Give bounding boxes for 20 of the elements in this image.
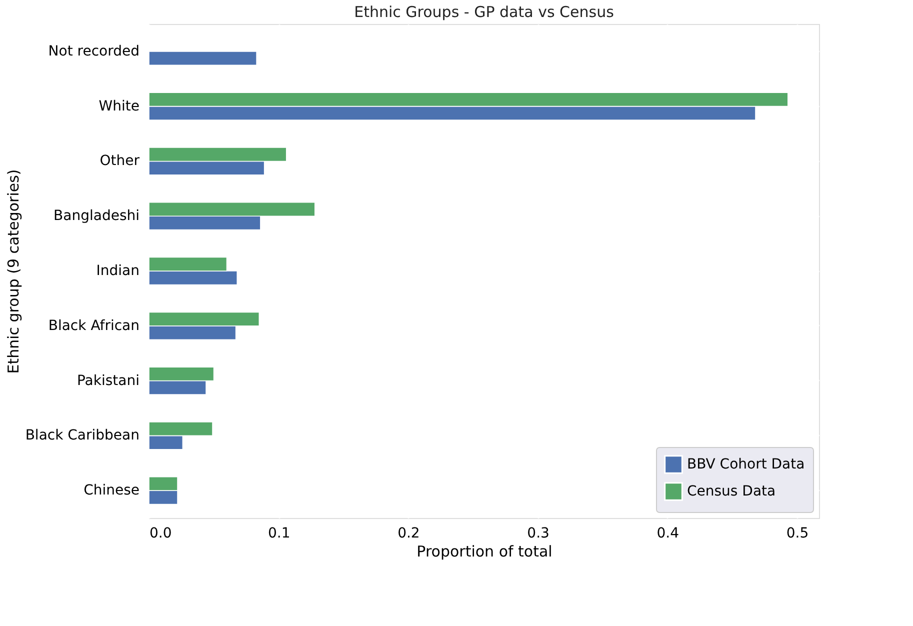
- y-tick-label: Chinese: [84, 482, 140, 499]
- y-tick-label: Not recorded: [48, 43, 140, 60]
- y-tick-label: White: [98, 98, 140, 114]
- x-tick-label: 0.1: [268, 526, 290, 542]
- y-tick-label: Other: [100, 153, 140, 170]
- x-tick-label: 0.5: [786, 526, 809, 542]
- chart-title: Ethnic Groups - GP data vs Census: [354, 3, 614, 21]
- legend-label: Census Data: [687, 484, 776, 500]
- x-axis-title: Proportion of total: [416, 542, 552, 560]
- x-tick-label: 0.2: [398, 526, 420, 542]
- y-tick-label: Black Caribbean: [25, 428, 140, 444]
- y-axis-title: Ethnic group (9 categories): [4, 169, 22, 374]
- y-tick-label: Indian: [96, 263, 140, 279]
- y-tick-label: Pakistani: [76, 372, 140, 389]
- legend-label: BBV Cohort Data: [687, 456, 805, 472]
- y-tick-label: Bangladeshi: [54, 208, 140, 224]
- x-tick-label: 0.0: [150, 526, 172, 542]
- x-tick-label: 0.3: [527, 526, 550, 542]
- y-tick-label: Black African: [48, 318, 140, 334]
- x-tick-label: 0.4: [656, 526, 680, 542]
